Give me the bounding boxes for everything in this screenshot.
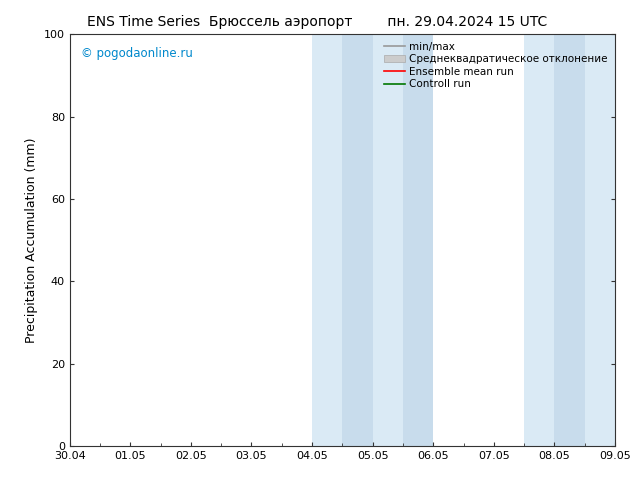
Bar (524, 34, 554, 446)
Bar (342, 34, 373, 446)
Bar (585, 34, 615, 446)
Bar (373, 34, 403, 446)
Text: © pogodaonline.ru: © pogodaonline.ru (81, 47, 193, 60)
Text: ENS Time Series  Брюссель аэропорт        пн. 29.04.2024 15 UTC: ENS Time Series Брюссель аэропорт пн. 29… (87, 15, 547, 29)
Bar (554, 34, 585, 446)
Bar (403, 34, 433, 446)
Bar (312, 34, 342, 446)
Y-axis label: Precipitation Accumulation (mm): Precipitation Accumulation (mm) (25, 137, 38, 343)
Legend: min/max, Среднеквадратическое отклонение, Ensemble mean run, Controll run: min/max, Среднеквадратическое отклонение… (382, 40, 610, 92)
